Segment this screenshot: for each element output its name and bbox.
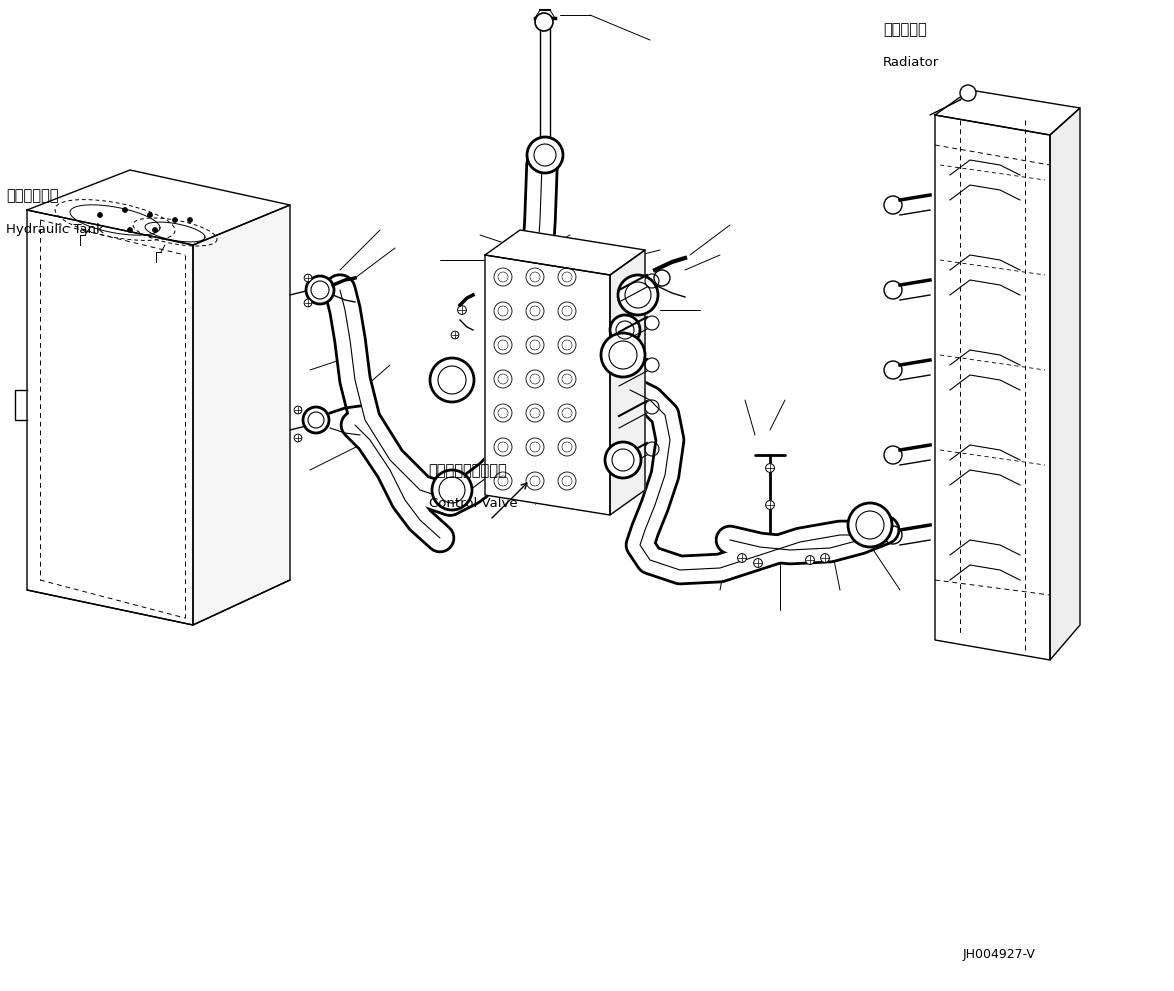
Circle shape (458, 305, 466, 314)
Text: Radiator: Radiator (883, 56, 939, 69)
Circle shape (601, 333, 645, 377)
Circle shape (303, 407, 329, 433)
Circle shape (306, 276, 333, 304)
Text: JH004927-V: JH004927-V (963, 948, 1035, 961)
Circle shape (610, 315, 640, 345)
Circle shape (430, 358, 474, 402)
Polygon shape (610, 250, 645, 515)
Circle shape (765, 464, 775, 473)
Polygon shape (1050, 108, 1080, 660)
Circle shape (805, 556, 815, 565)
Circle shape (148, 212, 153, 217)
Circle shape (304, 299, 312, 307)
Circle shape (295, 434, 302, 442)
Circle shape (754, 559, 762, 568)
Polygon shape (485, 255, 610, 515)
Polygon shape (27, 170, 290, 245)
Polygon shape (935, 115, 1050, 660)
Text: Control Valve: Control Valve (429, 497, 517, 510)
Circle shape (654, 270, 670, 286)
Circle shape (122, 207, 128, 212)
Polygon shape (935, 90, 1080, 135)
Text: Hydraulic Tank: Hydraulic Tank (6, 223, 103, 236)
Circle shape (535, 13, 553, 31)
Circle shape (304, 275, 312, 281)
Text: 作動油タンク: 作動油タンク (6, 188, 59, 203)
Circle shape (960, 85, 976, 101)
Circle shape (527, 137, 564, 173)
Text: コントロールバルブ: コントロールバルブ (429, 463, 507, 478)
Circle shape (97, 212, 102, 217)
Text: ラジエータ: ラジエータ (883, 22, 926, 37)
Circle shape (188, 217, 193, 223)
Circle shape (173, 217, 177, 223)
Circle shape (295, 406, 302, 414)
Circle shape (451, 331, 459, 339)
Circle shape (618, 275, 657, 315)
Circle shape (128, 228, 133, 233)
Circle shape (153, 228, 157, 233)
Circle shape (605, 442, 641, 478)
Polygon shape (485, 230, 645, 275)
Circle shape (737, 554, 747, 563)
Circle shape (432, 470, 472, 510)
Circle shape (821, 554, 829, 563)
Circle shape (848, 503, 892, 547)
Polygon shape (27, 210, 193, 625)
Circle shape (765, 500, 775, 509)
Polygon shape (193, 205, 290, 625)
